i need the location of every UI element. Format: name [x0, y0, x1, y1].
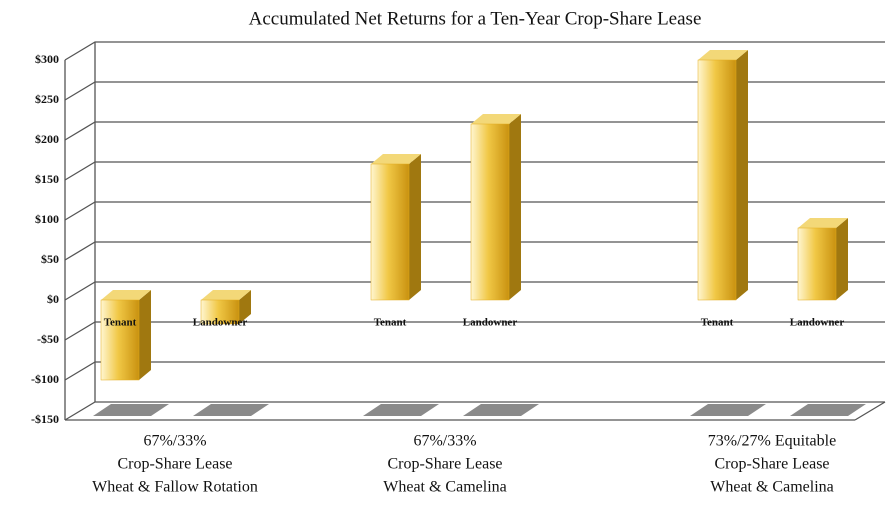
y-tick-label: $50: [41, 252, 59, 266]
chart-title: Accumulated Net Returns for a Ten-Year C…: [249, 8, 702, 29]
bar-shadow: [690, 404, 766, 416]
series-label: Landowner: [193, 317, 248, 329]
x-tick-label: Crop-Share Lease: [117, 456, 232, 473]
bar: [100, 299, 140, 381]
x-tick-label: 67%/33%: [413, 433, 476, 450]
bar-shadow: [363, 404, 439, 416]
bar-shadow: [463, 404, 539, 416]
bar: [797, 227, 837, 301]
bar: [697, 59, 737, 301]
bar-shadow: [193, 404, 269, 416]
bar-side: [736, 50, 748, 300]
y-tick-label: $0: [47, 292, 59, 306]
bar-shadow: [93, 404, 169, 416]
bar-side: [836, 218, 848, 300]
x-tick-label: Crop-Share Lease: [714, 456, 829, 473]
series-label: Tenant: [374, 317, 407, 329]
grid-line: [64, 41, 885, 61]
bar-side: [409, 154, 421, 300]
grid-line: [64, 121, 885, 141]
y-tick-label: -$150: [31, 412, 59, 426]
y-tick-label: $100: [35, 212, 59, 226]
bar-top: [798, 218, 848, 228]
bar-side: [139, 290, 151, 380]
bar: [370, 163, 410, 301]
x-tick-label: Crop-Share Lease: [387, 456, 502, 473]
grid-line: [64, 401, 885, 421]
y-tick-label: -$50: [37, 332, 59, 346]
bar-top: [201, 290, 251, 300]
grid-line: [64, 81, 885, 101]
x-tick-label: 67%/33%: [143, 433, 206, 450]
bar-side: [239, 290, 251, 324]
x-tick-label: Wheat & Camelina: [710, 479, 834, 496]
bar: [200, 299, 240, 325]
grid-line: [64, 161, 885, 181]
y-tick-label: $250: [35, 92, 59, 106]
floor-right: [854, 401, 886, 421]
bar-side: [509, 114, 521, 300]
bar-top: [698, 50, 748, 60]
series-label: Landowner: [790, 317, 845, 329]
bar-top: [471, 114, 521, 124]
x-tick-label: Wheat & Camelina: [383, 479, 507, 496]
grid-line: [64, 201, 885, 221]
grid-line: [64, 281, 885, 301]
y-tick-label: $150: [35, 172, 59, 186]
bar-top: [101, 290, 151, 300]
bar-top: [371, 154, 421, 164]
series-label: Tenant: [104, 317, 137, 329]
y-tick-label: $200: [35, 132, 59, 146]
y-tick-label: $300: [35, 52, 59, 66]
x-tick-label: Wheat & Fallow Rotation: [92, 479, 258, 496]
grid-line: [64, 361, 885, 381]
grid-line: [64, 321, 885, 341]
x-tick-label: 73%/27% Equitable: [708, 433, 836, 450]
bar: [470, 123, 510, 301]
y-tick-label: -$100: [31, 372, 59, 386]
series-label: Tenant: [701, 317, 734, 329]
bar-shadow: [790, 404, 866, 416]
grid-line: [64, 241, 885, 261]
series-label: Landowner: [463, 317, 518, 329]
